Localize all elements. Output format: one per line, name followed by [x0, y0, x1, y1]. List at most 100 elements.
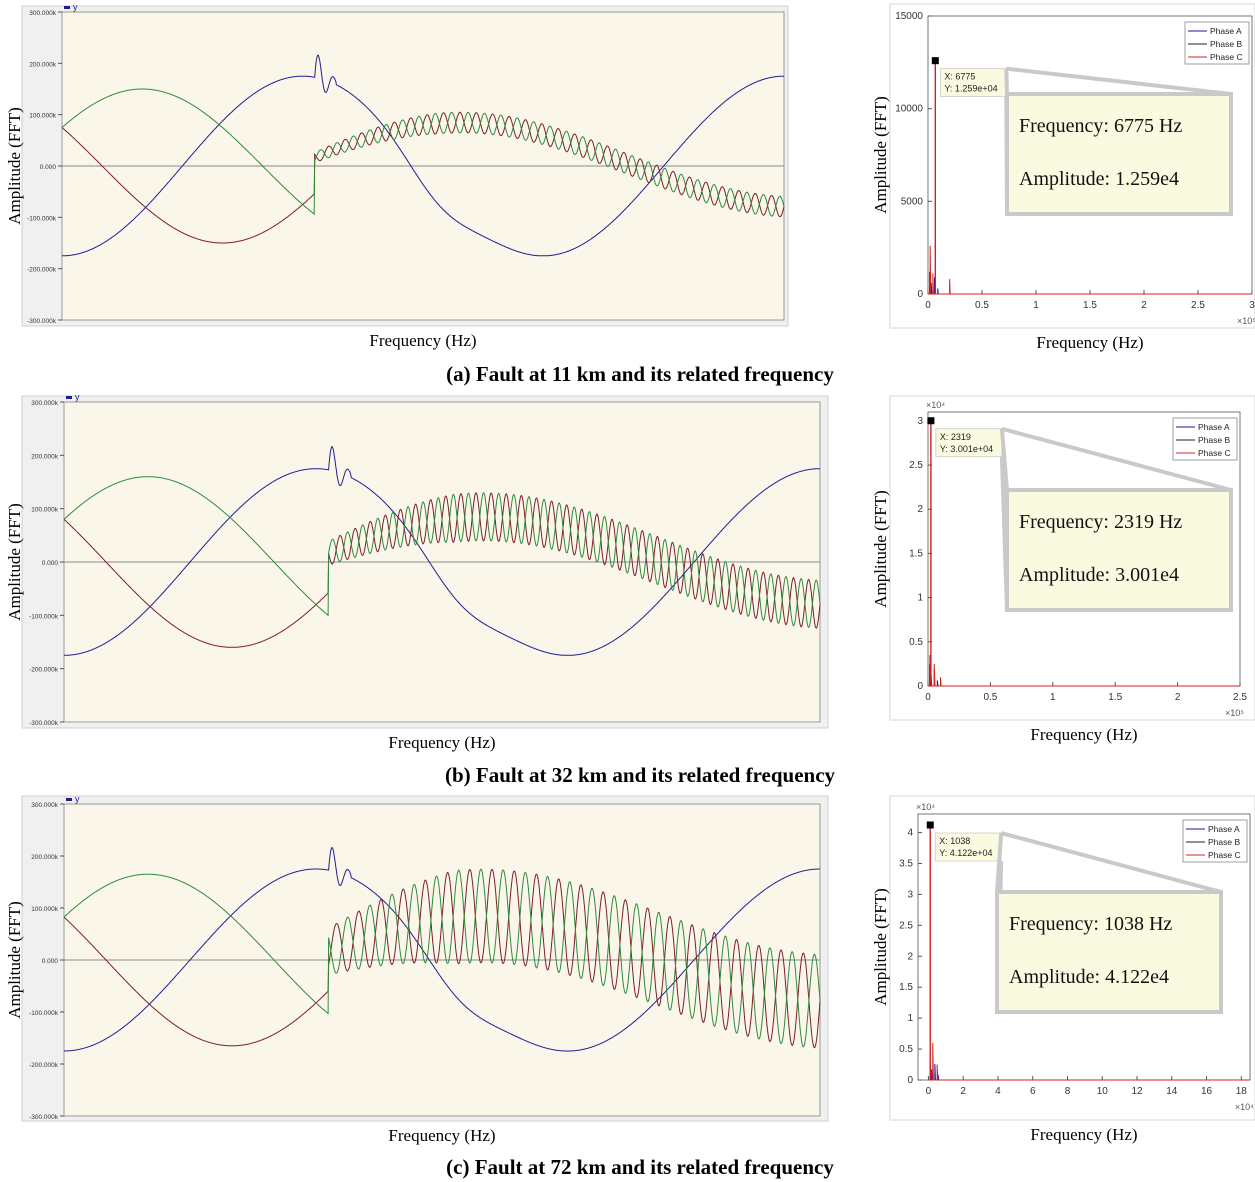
x-tick-label: 12 [1131, 1086, 1143, 1097]
y-axis-label: Amplitude (FFT) [5, 107, 24, 225]
legend-label: y [75, 392, 80, 402]
x-axis-label: Frequency (Hz) [369, 331, 476, 350]
datatip-box [940, 68, 1007, 97]
x-axis-label: Frequency (Hz) [1030, 725, 1137, 744]
y-axis-label: Amplitude (FFT) [871, 888, 890, 1006]
waveform-chart-a: 300.000k 200.000k 100.000k 0.000 -100.000k -2… [5, 2, 789, 350]
x-tick-label: 6 [1030, 1086, 1036, 1097]
figure-row-a: 300.000k 200.000k 100.000k 0.000 -100.000k -2… [0, 0, 1255, 390]
legend-label: Phase A [1208, 824, 1240, 834]
phase-c-spectrum [928, 245, 1252, 295]
y-tick-label: 0.000 [40, 164, 57, 171]
figure-row-b: 300.000k 200.000k 100.000k 0.000 -100.000k -2… [0, 392, 1255, 792]
y-tick-label: 2.5 [909, 460, 923, 471]
x-axis-label: Frequency (Hz) [388, 733, 495, 752]
y-tick-label: 1 [907, 1013, 913, 1024]
x-tick-label: 2 [960, 1086, 966, 1097]
y-tick-label: 3 [917, 416, 923, 427]
y-tick-label: 0 [907, 1075, 913, 1086]
x-tick-label: 1.5 [1108, 692, 1122, 703]
y-tick-label: 200.000k [31, 453, 58, 460]
y-tick-label: 100.000k [31, 906, 58, 913]
x-tick-label: 8 [1065, 1086, 1071, 1097]
datatip-box [935, 428, 1003, 458]
x-tick-label: 2.5 [1191, 300, 1205, 311]
series-line-phase_c [61, 88, 785, 217]
datatip-y: Y: 3.001e+04 [940, 444, 993, 454]
x-tick-label: 2.5 [1233, 692, 1247, 703]
y-axis-label: Amplitude (FFT) [871, 490, 890, 608]
caption-c: (c) Fault at 72 km and its related frequ… [446, 1155, 834, 1179]
y-tick-label: -300.000k [29, 720, 59, 727]
x-tick-label: 2 [1175, 692, 1181, 703]
legend-label: y [75, 794, 80, 804]
x-multiplier: ×10⁵ [1237, 316, 1255, 326]
y-tick-label: 200.000k [29, 61, 56, 68]
datatip-box [934, 832, 1002, 862]
x-tick-label: 0 [925, 692, 931, 703]
x-axis-label: Frequency (Hz) [1036, 333, 1143, 352]
x-tick-label: 0.5 [983, 692, 997, 703]
y-multiplier: ×10⁴ [926, 400, 945, 410]
x-tick-label: 0.5 [975, 300, 989, 311]
series-line-phase_c [63, 476, 821, 629]
datatip-y: Y: 1.259e+04 [944, 84, 997, 94]
x-tick-label: 0 [925, 300, 931, 311]
legend-label: Phase C [1208, 850, 1241, 860]
phase-c-spectrum [928, 1042, 1250, 1081]
datatip-x: X: 2319 [940, 432, 971, 442]
x-tick-label: 4 [995, 1086, 1001, 1097]
y-tick-label: 100.000k [29, 113, 56, 120]
peak-marker [927, 417, 935, 425]
figure-row-c: 300.000k 200.000k 100.000k 0.000 -100.000k -2… [0, 792, 1255, 1182]
legend-label: Phase B [1210, 39, 1242, 49]
callout-frequency: Frequency: 1038 Hz [1009, 913, 1172, 935]
y-tick-label: -200.000k [29, 667, 59, 674]
legend-label: Phase A [1198, 422, 1230, 432]
y-tick-label: 1.5 [899, 982, 913, 993]
x-tick-label: 18 [1236, 1086, 1248, 1097]
y-tick-label: 0.5 [899, 1044, 913, 1055]
y-tick-label: 2 [917, 504, 923, 515]
y-axis-label: Amplitude (FFT) [5, 503, 24, 621]
x-axis-label: Frequency (Hz) [1030, 1125, 1137, 1144]
callout-box [995, 890, 1223, 1014]
callout-amplitude: Amplitude: 4.122e4 [1009, 966, 1169, 988]
x-axis-label: Frequency (Hz) [388, 1126, 495, 1145]
series-line-phase_a [64, 846, 820, 1052]
y-tick-label: -200.000k [27, 267, 57, 274]
waveform-chart-b: 300.000k 200.000k 100.000k 0.000 -100.000k -2… [5, 392, 829, 752]
y-tick-label: 300.000k [31, 400, 58, 407]
callout-amplitude: Amplitude: 3.001e4 [1019, 564, 1179, 586]
x-multiplier: ×10⁴ [1235, 1102, 1254, 1112]
y-tick-label: -100.000k [27, 215, 57, 222]
peak-marker [926, 821, 934, 829]
y-tick-label: 3 [907, 889, 913, 900]
y-tick-label: 0.5 [909, 637, 923, 648]
fft-chart-c: 0 2 4 6 8 10 12 14 16 18 ×10⁴ 0 0.5 1 1.5 2 2.5 3 3.5 4 ×10⁴… [871, 795, 1255, 1144]
legend-label: Phase A [1210, 26, 1242, 36]
y-tick-label: 100.000k [31, 507, 58, 514]
x-tick-label: 1 [1033, 300, 1039, 311]
y-axis-label: Amplitude (FFT) [5, 901, 24, 1019]
x-tick-label: 16 [1201, 1086, 1213, 1097]
x-tick-label: 10 [1097, 1086, 1109, 1097]
y-tick-label: 4 [907, 828, 913, 839]
y-tick-label: -100.000k [29, 1010, 59, 1017]
fft-chart-b: 0 0.5 1 1.5 2 2.5 ×10⁵ 0 0.5 1 1.5 2 2.5 3×10⁴ Amplitu… [871, 395, 1255, 744]
x-tick-label: 1.5 [1083, 300, 1097, 311]
y-tick-label: 0 [917, 289, 923, 300]
y-tick-label: 0 [917, 681, 923, 692]
y-tick-label: 300.000k [29, 10, 56, 17]
waveform-chart-c: 300.000k 200.000k 100.000k 0.000 -100.000k -2… [5, 794, 829, 1145]
y-tick-label: 2.5 [899, 920, 913, 931]
legend-label: Phase B [1208, 837, 1240, 847]
y-tick-label: 15000 [895, 11, 923, 22]
fft-chart-a: 0 0.5 1 1.5 2 2.5 3 ×10⁵ 0 5000 10000 15000 Amplitud… [871, 3, 1255, 352]
x-tick-label: 14 [1166, 1086, 1178, 1097]
x-multiplier: ×10⁵ [1225, 708, 1244, 718]
peak-marker [931, 57, 939, 65]
y-tick-label: 200.000k [31, 854, 58, 861]
callout-box [1005, 92, 1233, 216]
x-tick-label: 3 [1249, 300, 1255, 311]
